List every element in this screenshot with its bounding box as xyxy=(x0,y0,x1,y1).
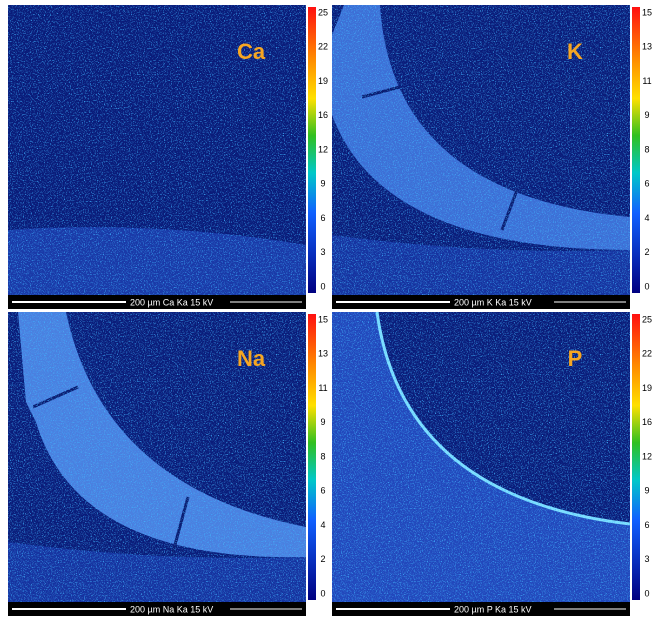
colorbar-tick-label: 15 xyxy=(642,7,652,17)
eds-figure: Ca200 µm Ca Ka 15 kV25221916129630K200 µ… xyxy=(0,0,666,620)
colorbar-tick-label: 15 xyxy=(318,314,328,324)
colorbar-tick-label: 22 xyxy=(642,349,652,359)
colorbar-tick-label: 6 xyxy=(644,520,649,530)
colorbar-tick-label: 11 xyxy=(642,76,651,86)
scale-label: 200 µm Na Ka 15 kV xyxy=(130,604,213,614)
colorbar-tick-label: 8 xyxy=(320,451,325,461)
colorbar-tick-label: 0 xyxy=(644,281,649,291)
colorbar-tick-label: 13 xyxy=(642,42,652,52)
colorbar xyxy=(308,314,316,600)
colorbar xyxy=(632,314,640,600)
colorbar-tick-label: 2 xyxy=(644,247,649,257)
colorbar-tick-label: 9 xyxy=(644,486,649,496)
colorbar-tick-label: 16 xyxy=(318,110,328,120)
colorbar-tick-label: 22 xyxy=(318,42,328,52)
colorbar-tick-label: 16 xyxy=(642,417,652,427)
colorbar-tick-label: 19 xyxy=(642,383,652,393)
colorbar-tick-label: 6 xyxy=(644,179,649,189)
colorbar-tick-label: 0 xyxy=(644,588,649,598)
colorbar-tick-label: 0 xyxy=(320,588,325,598)
colorbar xyxy=(308,7,316,293)
element-map-panel: K 200 µm K Ka 15 kV 15 13 11 9 8 6 4 2 0 xyxy=(332,5,653,309)
element-map-panel: P 200 µm P Ka 15 kV 25 22 19 16 12 9 6 3 0 xyxy=(332,312,653,616)
scale-label: 200 µm Ca Ka 15 kV xyxy=(130,297,213,307)
colorbar-tick-label: 4 xyxy=(644,213,649,223)
colorbar-tick-label: 25 xyxy=(642,314,652,324)
colorbar-tick-label: 8 xyxy=(644,144,649,154)
element-label: P xyxy=(568,346,583,371)
colorbar-tick-label: 2 xyxy=(320,554,325,564)
element-label: K xyxy=(567,39,583,64)
colorbar-tick-label: 9 xyxy=(644,110,649,120)
colorbar-tick-label: 13 xyxy=(318,349,328,359)
colorbar-tick-label: 25 xyxy=(318,7,328,17)
scale-label: 200 µm P Ka 15 kV xyxy=(454,604,532,614)
colorbar-tick-label: 3 xyxy=(320,247,325,257)
element-label: Ca xyxy=(237,39,266,64)
colorbar-tick-label: 12 xyxy=(318,144,328,154)
colorbar xyxy=(632,7,640,293)
element-map-panel: Ca 200 µm Ca Ka 15 kV 25 22 19 16 12 9 6 3 0 xyxy=(8,5,329,309)
colorbar-tick-label: 19 xyxy=(318,76,328,86)
element-label: Na xyxy=(237,346,266,371)
scale-label: 200 µm K Ka 15 kV xyxy=(454,297,532,307)
colorbar-tick-label: 9 xyxy=(320,179,325,189)
colorbar-tick-label: 6 xyxy=(320,486,325,496)
colorbar-tick-label: 11 xyxy=(318,383,327,393)
colorbar-tick-label: 0 xyxy=(320,281,325,291)
colorbar-tick-label: 6 xyxy=(320,213,325,223)
colorbar-tick-label: 3 xyxy=(644,554,649,564)
colorbar-tick-label: 4 xyxy=(320,520,325,530)
element-map-panel: Na 200 µm Na Ka 15 kV 15 13 11 9 8 6 4 2 0 xyxy=(8,312,329,616)
map-noise-bright xyxy=(332,5,630,295)
colorbar-tick-label: 9 xyxy=(320,417,325,427)
colorbar-tick-label: 12 xyxy=(642,451,652,461)
map-noise-bright xyxy=(332,312,630,602)
